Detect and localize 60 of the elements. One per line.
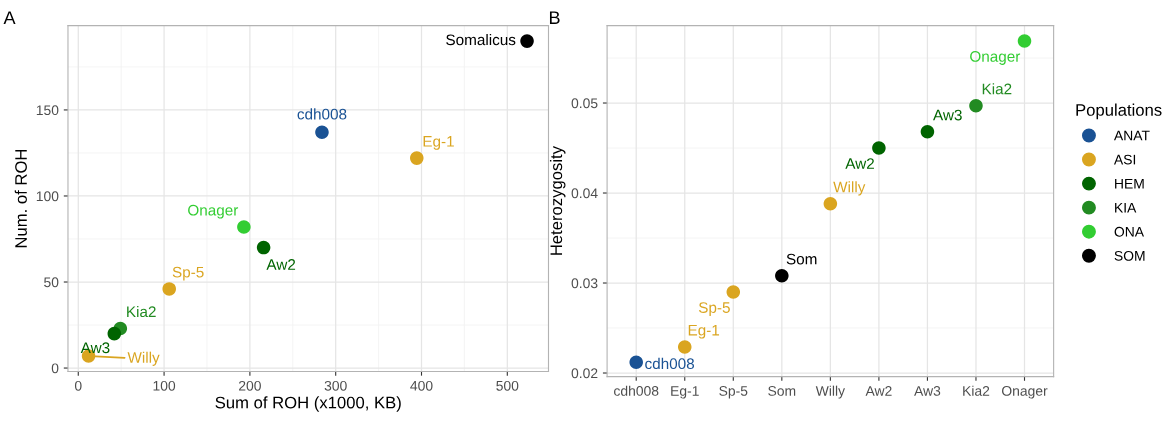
annotation: Onager — [188, 204, 239, 219]
x-tick-label: Aw3 — [914, 386, 941, 396]
legend-label: SOM — [1114, 250, 1145, 261]
legend-label: ANAT — [1113, 130, 1150, 141]
annotation: Eg-1 — [688, 324, 720, 339]
x-tick-label: 500 — [496, 380, 519, 391]
point — [315, 125, 329, 140]
x-tick-label: Eg-1 — [671, 386, 699, 399]
annotation: Aw2 — [845, 158, 874, 169]
x-tick-label: Sp-5 — [719, 386, 748, 399]
y-axis-title: Num. of ROH — [14, 149, 27, 248]
x-axis-title: Sum of ROH (x1000, KB) — [215, 396, 401, 412]
point — [520, 34, 534, 48]
annotation: cdh008 — [297, 108, 347, 120]
annotation: Sp-5 — [698, 302, 730, 316]
y-tick-label: 50 — [44, 277, 59, 288]
point — [162, 282, 176, 296]
annotation: Aw3 — [933, 109, 962, 121]
x-tick-label: Kia2 — [963, 385, 990, 396]
annotation: Kia2 — [982, 83, 1012, 95]
annotation: cdh008 — [645, 357, 695, 370]
y-tick-label: 0.02 — [571, 368, 598, 379]
x-tick-label: cdh008 — [614, 385, 659, 396]
legend-label: ONA — [1114, 226, 1145, 237]
y-tick-label: 150 — [36, 105, 59, 116]
y-tick-label: 100 — [36, 191, 59, 202]
x-tick-label: 0 — [74, 380, 82, 391]
y-axis-title: Heterozygosity — [549, 146, 566, 255]
x-tick-label: 200 — [239, 380, 261, 391]
y-tick-label: 0 — [51, 363, 59, 374]
x-tick-label: Som — [768, 386, 796, 396]
annotation: Aw2 — [266, 259, 296, 270]
annotation: Sp-5 — [172, 266, 204, 281]
point — [237, 220, 251, 234]
x-tick-label: 300 — [324, 380, 347, 391]
annotation: Somalicus — [446, 33, 516, 46]
annotation: Kia2 — [127, 305, 156, 318]
y-tick-label: 0.05 — [571, 98, 598, 109]
annotation: Willy — [127, 351, 160, 366]
x-tick-label: Onager — [1002, 386, 1048, 399]
x-tick-label: 100 — [153, 380, 176, 391]
legend-label: ASI — [1113, 154, 1136, 165]
annotation: Som — [786, 253, 817, 265]
x-tick-label: 400 — [410, 380, 433, 391]
x-tick-label: Aw2 — [865, 386, 892, 396]
annotation: Willy — [833, 181, 866, 196]
annotation: Onager — [970, 51, 1021, 65]
chart-title: B — [549, 11, 560, 24]
point — [256, 240, 271, 255]
annotation: Eg-1 — [423, 136, 454, 150]
point — [410, 151, 424, 165]
legend-label: KIA — [1115, 202, 1137, 213]
legend-label: HEM — [1115, 178, 1144, 189]
annotation: Aw3 — [80, 342, 110, 354]
y-tick-label: 0.04 — [571, 188, 598, 199]
legend-title: Populations — [1076, 103, 1162, 120]
x-tick-label: Willy — [815, 385, 845, 399]
y-tick-label: 0.03 — [571, 278, 598, 289]
chart-title: A — [3, 11, 16, 24]
point — [107, 326, 122, 341]
